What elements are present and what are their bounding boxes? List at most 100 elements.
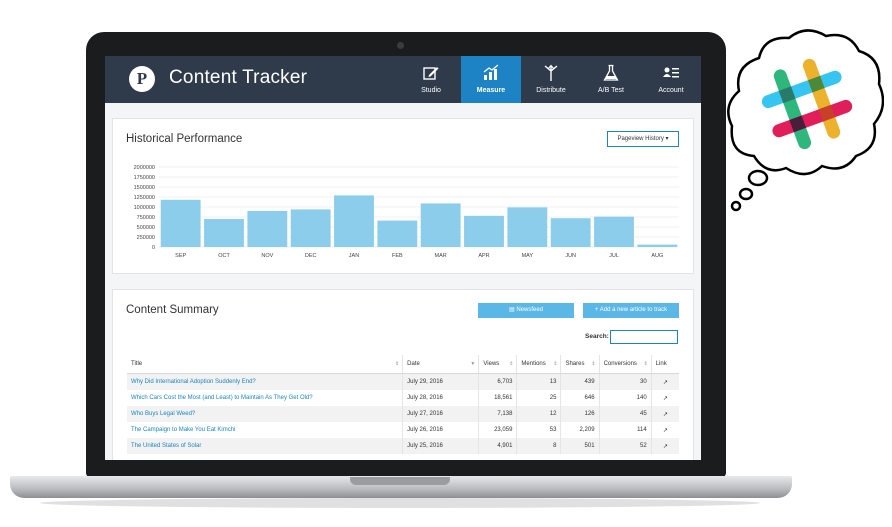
- views-cell: 23,059: [478, 422, 518, 438]
- thought-bubble: [727, 29, 884, 212]
- nav-ab-test[interactable]: A/B Test: [581, 56, 641, 103]
- bar-feb[interactable]: [377, 220, 418, 247]
- thought-dot: [730, 200, 742, 212]
- conversions-cell: 45: [599, 406, 652, 422]
- thought-dot: [747, 169, 769, 187]
- mentions-cell: 25: [516, 390, 562, 406]
- bar-oct[interactable]: [204, 219, 244, 247]
- bar-may[interactable]: [507, 207, 548, 247]
- article-title-link[interactable]: Who Buys Legal Weed?: [127, 406, 404, 422]
- shares-cell: 501: [560, 438, 600, 454]
- bar-sep[interactable]: [160, 199, 201, 247]
- x-tick-label: DEC: [305, 253, 317, 259]
- article-title-link[interactable]: Which Cars Cost the Most (and Least) to …: [127, 390, 404, 406]
- x-tick-label: MAY: [522, 253, 534, 259]
- x-tick-label: JUN: [565, 253, 576, 259]
- column-header-link: Link: [651, 355, 679, 374]
- bar-chart: 2000000 1750000 1500000 1250000 1000000 75000…: [134, 165, 679, 259]
- views-cell: 7,138: [478, 406, 518, 422]
- bar-jul[interactable]: [594, 216, 634, 247]
- camera-icon: [397, 42, 404, 49]
- y-tick-label: 1500000: [134, 185, 155, 191]
- table-row: The United States of Solar July 25, 2016…: [127, 438, 679, 454]
- external-link-icon[interactable]: ↗: [651, 438, 679, 454]
- thought-cloud: [727, 29, 884, 176]
- nav-distribute[interactable]: Distribute: [521, 56, 581, 103]
- main-nav: Studio Measure Distribute A/B Test Accou…: [401, 56, 701, 103]
- share-icon: [544, 64, 558, 81]
- bar-aug[interactable]: [637, 244, 678, 247]
- article-title-link[interactable]: Why Did International Adoption Suddenly …: [127, 373, 404, 390]
- y-tick-label: 1250000: [134, 195, 155, 201]
- card-title: Historical Performance: [126, 133, 243, 145]
- views-cell: 4,901: [478, 438, 518, 454]
- table-row: The Campaign to Make You Eat Kimchi July…: [127, 422, 679, 438]
- nav-measure[interactable]: Measure: [461, 56, 521, 103]
- y-tick-label: 1750000: [134, 175, 155, 181]
- flask-icon: [603, 64, 619, 81]
- sort-icon: ⇕: [643, 361, 648, 367]
- mentions-cell: 8: [516, 438, 562, 454]
- nav-label: Measure: [476, 87, 506, 94]
- mentions-cell: 53: [516, 422, 562, 438]
- edit-icon: [423, 67, 439, 80]
- column-header-date[interactable]: Date ▼: [402, 355, 480, 374]
- y-tick-label: 750000: [137, 215, 155, 221]
- y-tick-label: 500000: [137, 225, 155, 231]
- x-tick-label: MAR: [435, 253, 447, 259]
- bar-mar[interactable]: [420, 203, 461, 247]
- search-input[interactable]: [610, 330, 678, 344]
- mentions-cell: 12: [516, 406, 562, 422]
- pageview-history-dropdown[interactable]: Pageview History ▾: [607, 131, 679, 147]
- column-header-mentions[interactable]: Mentions ⇕: [516, 355, 562, 374]
- add-article-button[interactable]: + Add a new article to track: [583, 303, 679, 318]
- external-link-icon[interactable]: ↗: [651, 373, 679, 390]
- external-link-icon[interactable]: ↗: [662, 395, 668, 402]
- content-summary-card: Content Summary ▤ Newsfeed + Add a new a…: [112, 289, 694, 460]
- article-title-link[interactable]: The United States of Solar: [127, 438, 404, 454]
- x-tick-label: JUL: [609, 253, 619, 259]
- external-link-icon[interactable]: ↗: [662, 427, 668, 434]
- caret-down-icon: ▾: [665, 136, 669, 142]
- y-tick-label: 0: [152, 245, 155, 251]
- app-screen: P Content Tracker Studio Measure Distrib…: [105, 56, 701, 460]
- y-tick-label: 250000: [137, 235, 155, 241]
- nav-label: A/B Test: [598, 87, 624, 94]
- shares-cell: 646: [560, 390, 600, 406]
- dropdown-label: Pageview History: [617, 136, 664, 142]
- card-title: Content Summary: [126, 304, 219, 316]
- table-row: Why Did International Adoption Suddenly …: [127, 373, 679, 390]
- bar-chart-icon: [483, 64, 499, 80]
- nav-account[interactable]: Account: [641, 56, 701, 103]
- column-header-shares[interactable]: Shares ⇕: [560, 355, 600, 374]
- bar-nov[interactable]: [247, 211, 288, 247]
- column-header-title[interactable]: Title ⇕: [127, 355, 404, 374]
- conversions-cell: 52: [599, 438, 652, 454]
- conversions-cell: 30: [599, 373, 652, 390]
- article-title-link[interactable]: The Campaign to Make You Eat Kimchi: [127, 422, 404, 438]
- app-title: Content Tracker: [169, 67, 308, 88]
- x-tick-label: APR: [478, 253, 489, 259]
- sort-icon: ⇕: [394, 361, 400, 367]
- sort-icon: ⇕: [553, 361, 558, 367]
- nav-studio[interactable]: Studio: [401, 56, 461, 103]
- bar-jun[interactable]: [550, 218, 591, 247]
- newsfeed-button[interactable]: ▤ Newsfeed: [478, 303, 574, 318]
- x-tick-label: JAN: [349, 253, 359, 259]
- table-header-row: Title ⇕ Date ▼ Views ⇕ Mentions ⇕ Shares ⇕ Co…: [127, 355, 679, 374]
- logo[interactable]: P: [129, 66, 155, 92]
- sort-icon: ⇕: [591, 361, 596, 367]
- content-table: Title ⇕ Date ▼ Views ⇕ Mentions ⇕ Shares ⇕ Co…: [127, 355, 679, 454]
- date-cell: July 26, 2016: [402, 422, 480, 438]
- bar-apr[interactable]: [464, 215, 504, 247]
- column-header-conversions[interactable]: Conversions ⇕: [599, 355, 652, 374]
- bar-dec[interactable]: [290, 209, 331, 247]
- bar-jan[interactable]: [334, 195, 374, 247]
- external-link-icon[interactable]: ↗: [651, 406, 679, 422]
- nav-label: Account: [658, 87, 684, 94]
- button-label: Newsfeed: [516, 307, 544, 313]
- column-header-views[interactable]: Views ⇕: [478, 355, 518, 374]
- y-tick-label: 2000000: [134, 165, 155, 171]
- slack-logo-icon: [761, 58, 853, 150]
- mentions-cell: 13: [516, 373, 562, 390]
